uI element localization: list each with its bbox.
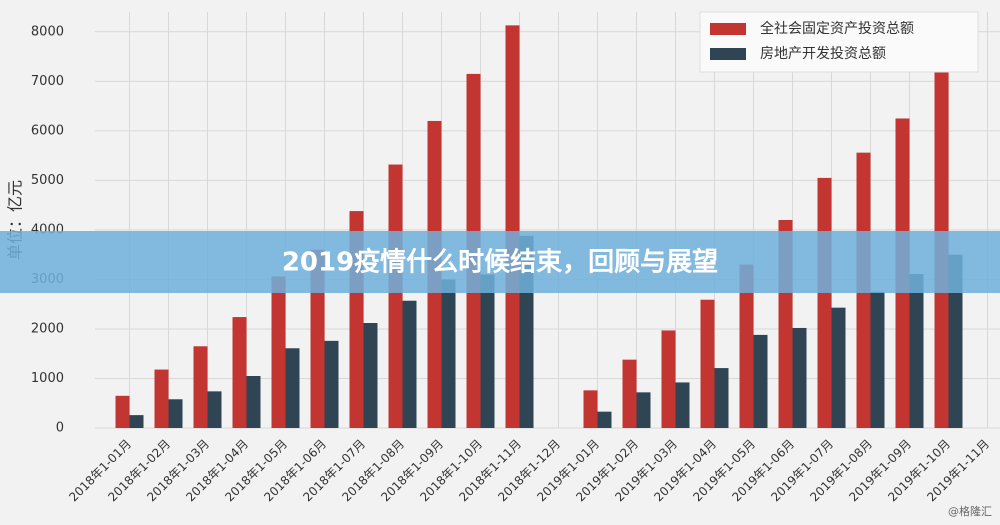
bar xyxy=(480,274,495,428)
y-tick-label: 5000 xyxy=(31,173,64,188)
y-tick-label: 7000 xyxy=(31,74,64,89)
y-tick-label: 8000 xyxy=(31,24,64,39)
bar xyxy=(622,359,637,428)
bar xyxy=(753,334,768,428)
bar xyxy=(129,415,144,428)
legend-label: 房地产开发投资总额 xyxy=(760,46,886,62)
banner-title: 2019疫情什么时候结束，回顾与展望 xyxy=(282,247,718,278)
bar xyxy=(817,177,832,428)
legend-swatch xyxy=(710,23,746,35)
y-tick-label: 6000 xyxy=(31,123,64,138)
bar xyxy=(505,25,520,428)
bar xyxy=(232,317,247,428)
bar xyxy=(948,254,963,428)
bar xyxy=(285,348,300,428)
bar xyxy=(310,249,325,428)
bar xyxy=(831,307,846,428)
y-tick-label: 2000 xyxy=(31,321,64,336)
bar xyxy=(636,392,651,428)
bar xyxy=(154,369,169,428)
bar xyxy=(246,376,261,428)
y-tick-label: 1000 xyxy=(31,371,64,386)
bar xyxy=(193,346,208,428)
legend-swatch xyxy=(710,48,746,60)
bar xyxy=(597,411,612,428)
bar xyxy=(792,327,807,428)
bar xyxy=(739,264,754,428)
bar xyxy=(870,291,885,428)
y-tick-label: 0 xyxy=(56,421,64,436)
legend xyxy=(699,11,979,73)
bar xyxy=(700,299,715,428)
bar xyxy=(324,340,339,428)
bar xyxy=(363,323,378,428)
bar xyxy=(441,279,456,428)
bar xyxy=(909,273,924,428)
bar xyxy=(675,382,690,428)
bar xyxy=(271,276,286,428)
bar xyxy=(207,391,222,428)
bar xyxy=(661,330,676,428)
bar xyxy=(583,390,598,428)
watermark: @格隆汇 xyxy=(948,504,992,518)
bar xyxy=(168,399,183,428)
banner xyxy=(0,231,1000,293)
legend-label: 全社会固定资产投资总额 xyxy=(760,20,914,37)
bar xyxy=(714,368,729,428)
bar xyxy=(115,395,130,428)
bar xyxy=(402,300,417,428)
bar xyxy=(388,164,403,429)
